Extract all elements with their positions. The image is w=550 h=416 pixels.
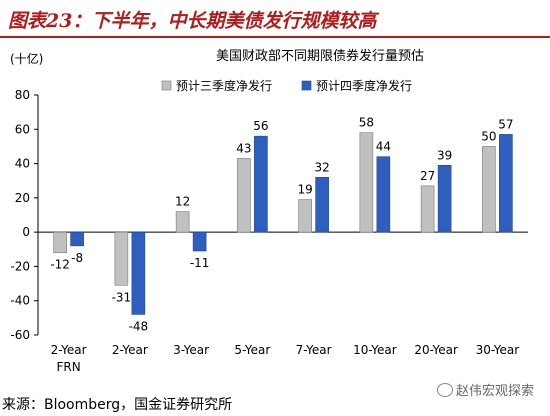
y-unit-label: (十亿) <box>10 51 43 66</box>
x-tick-label: 5-Year <box>234 343 270 357</box>
bar-q3 <box>420 185 435 233</box>
data-label: 39 <box>437 148 452 162</box>
axes: -60 -40 -20 0 20 40 60 80 2-Year FRN 2-Year 3-Year 5… <box>10 88 528 374</box>
x-tick-label: 30-Year <box>476 343 520 357</box>
y-tick-label: 40 <box>15 157 30 171</box>
bar-q3 <box>482 146 496 233</box>
watermark: 赵伟宏观探索 <box>437 380 534 399</box>
data-label: 43 <box>236 141 251 155</box>
bar-q4 <box>499 134 513 233</box>
figure-title: 图表23：下半年，中长期美债发行规模较高 <box>8 10 377 32</box>
bar-q4 <box>315 176 329 233</box>
x-tick-label: 3-Year <box>173 343 209 357</box>
y-tick-label: 60 <box>15 122 30 136</box>
wechat-logo-icon <box>437 383 453 397</box>
title-rule <box>0 36 550 38</box>
data-label: -11 <box>190 256 210 270</box>
bar-q3 <box>114 231 129 286</box>
y-tick-label: -60 <box>10 328 30 342</box>
bar-q3 <box>53 231 67 254</box>
y-tick-label: 80 <box>15 88 30 102</box>
data-label: 56 <box>253 119 268 133</box>
bar-q3 <box>359 132 374 233</box>
x-tick-label: 2-Year <box>51 343 87 357</box>
data-label: 32 <box>314 160 329 174</box>
bar-q4 <box>437 164 452 233</box>
data-label: 50 <box>481 129 496 143</box>
watermark-text: 赵伟宏观探索 <box>456 384 535 399</box>
legend-swatch-q3 <box>161 80 172 91</box>
data-label: -8 <box>71 251 83 265</box>
y-tick-label: 0 <box>22 225 30 239</box>
data-label: -48 <box>129 319 149 333</box>
y-tick-label: -20 <box>10 259 30 273</box>
data-label: 19 <box>297 183 312 197</box>
x-tick-label: 10-Year <box>353 343 397 357</box>
legend-swatch-q4 <box>301 80 312 91</box>
chart-title: 美国财政部不同期限债券发行量预估 <box>216 48 424 64</box>
bar-q4 <box>254 135 268 233</box>
y-tick-label: 20 <box>15 191 30 205</box>
bar-q4 <box>70 231 84 247</box>
legend: 预计三季度净发行 预计四季度净发行 <box>161 78 412 93</box>
data-label: 27 <box>420 169 435 183</box>
bar-q3 <box>237 158 251 233</box>
x-tick-label: 7-Year <box>296 343 332 357</box>
data-label: -31 <box>112 290 132 304</box>
y-tick-label: -40 <box>10 294 30 308</box>
bar-q3 <box>298 199 312 233</box>
data-label: 58 <box>359 116 374 130</box>
bar-q4 <box>376 156 391 233</box>
bar-q3 <box>175 211 190 233</box>
x-tick-label: 2-Year <box>112 343 148 357</box>
data-label: 44 <box>376 140 391 154</box>
legend-label-q4: 预计四季度净发行 <box>316 78 412 93</box>
data-label: -12 <box>50 258 70 272</box>
x-tick-label: FRN <box>57 360 81 374</box>
x-tick-label: 20-Year <box>414 343 458 357</box>
bar-q4 <box>192 231 207 252</box>
legend-label-q3: 预计三季度净发行 <box>176 78 272 93</box>
source-note: 来源：Bloomberg，国金证券研究所 <box>2 397 233 413</box>
data-label: 12 <box>175 195 190 209</box>
bar-q4 <box>131 231 146 315</box>
data-label: 57 <box>498 117 513 131</box>
